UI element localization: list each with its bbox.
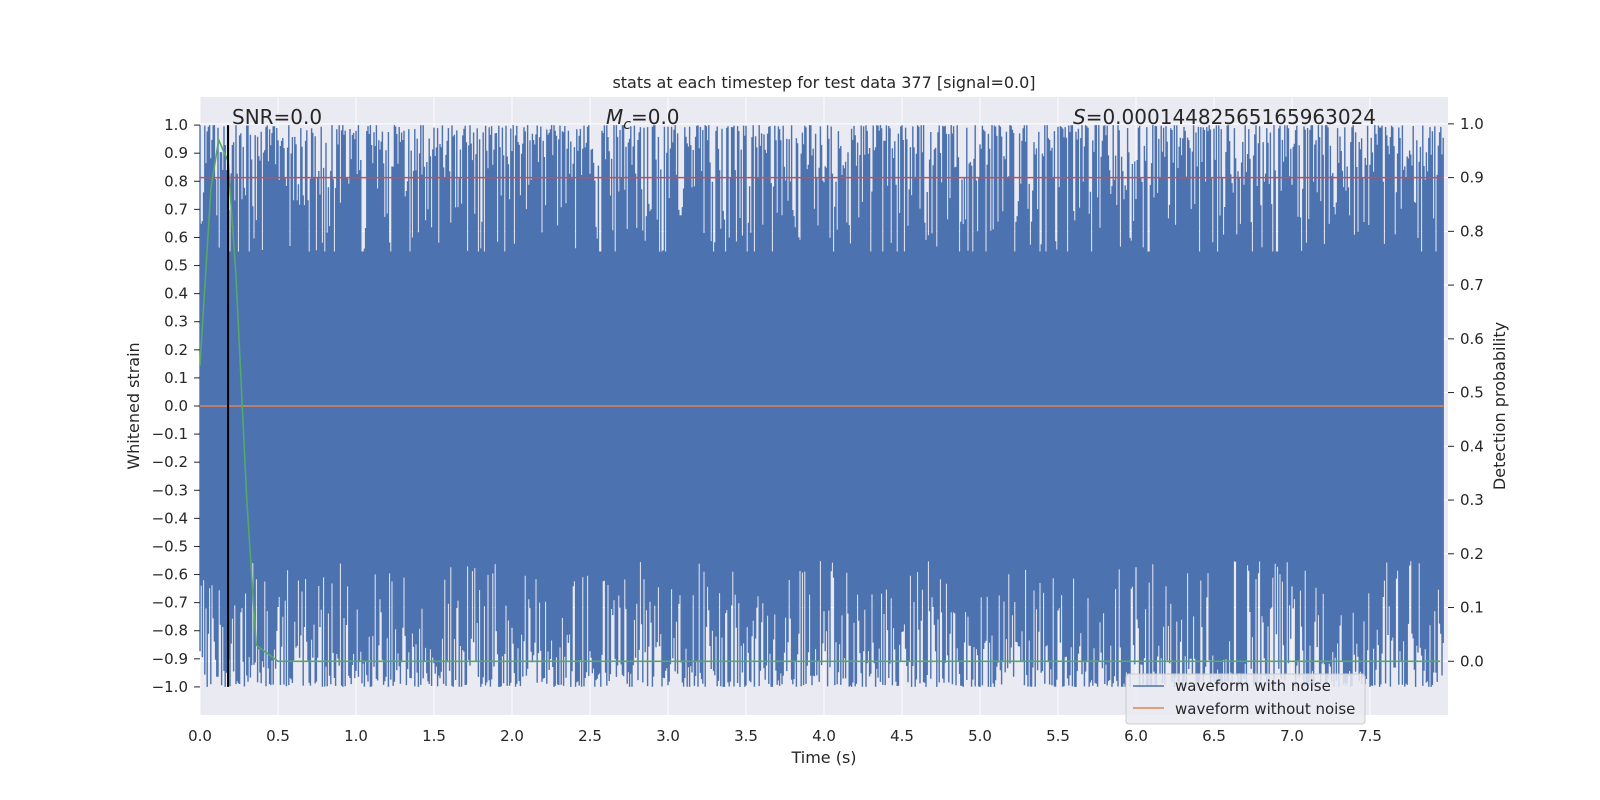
x-tick-label: 6.0 (1124, 727, 1148, 745)
y2-tick-label: 0.4 (1460, 437, 1484, 455)
s-value: =0.00014482565165963024 (1086, 105, 1376, 129)
x-tick-label: 2.5 (578, 727, 602, 745)
y-axis-label: Whitened strain (124, 342, 143, 469)
y2-tick-label: 0.9 (1460, 169, 1484, 187)
y-tick-label: −0.6 (152, 566, 188, 584)
x-tick-label: 1.0 (344, 727, 368, 745)
y2-tick-label: 0.5 (1460, 384, 1484, 402)
s-annotation: S=0.00014482565165963024 (1073, 105, 1376, 129)
mc-value: =0.0 (631, 105, 680, 129)
x-tick-label: 4.0 (812, 727, 836, 745)
y-tick-label: −0.9 (152, 650, 188, 668)
y-tick-label: 0.6 (164, 228, 188, 246)
x-tick-label: 2.0 (500, 727, 524, 745)
detection-probability-line (199, 137, 1441, 663)
y-tick-label: −1.0 (152, 678, 188, 696)
y-tick-label: 0.8 (164, 172, 188, 190)
y-tick-label: −0.8 (152, 622, 188, 640)
y-tick-label: 0.5 (164, 257, 188, 275)
x-tick-label: 6.5 (1202, 727, 1226, 745)
legend: waveform with noise waveform without noi… (1125, 673, 1366, 725)
legend-label-noise: waveform with noise (1175, 677, 1331, 695)
y-tick-label: −0.7 (152, 594, 188, 612)
x-tick-label: 5.5 (1046, 727, 1070, 745)
y-tick-label: 0.7 (164, 200, 188, 218)
snr-annotation: SNR=0.0 (232, 105, 322, 129)
y2-tick-label: 0.3 (1460, 491, 1484, 509)
x-tick-labels: 0.0 0.5 1.0 1.5 2.0 2.5 3.0 3.5 4.0 4.5 5.0 5.5 6.0 6… (188, 727, 1382, 745)
noise-waveform-line (199, 125, 1444, 687)
y-tick-label: 0.2 (164, 341, 188, 359)
y-tick-label: 1.0 (164, 116, 188, 134)
mc-subscript: c (623, 117, 631, 133)
x-tick-label: 3.0 (656, 727, 680, 745)
y-tick-label: 0.3 (164, 313, 188, 331)
y2-tick-label: 0.0 (1460, 652, 1484, 670)
x-tick-label: 0.5 (266, 727, 290, 745)
y2-tick-label: 0.2 (1460, 545, 1484, 563)
data-lines (199, 125, 1444, 687)
y-tick-label: −0.1 (152, 425, 188, 443)
y2-tick-label: 0.1 (1460, 599, 1484, 617)
y2-tick-labels: 1.0 0.9 0.8 0.7 0.6 0.5 0.4 0.3 0.2 0.1 0.0 (1448, 115, 1484, 670)
y2-tick-label: 0.8 (1460, 222, 1484, 240)
y-tick-label: −0.3 (152, 481, 188, 499)
y-tick-label: 0.4 (164, 285, 188, 303)
chart-title: stats at each timestep for test data 377… (612, 73, 1035, 92)
x-tick-label: 1.5 (422, 727, 446, 745)
y-tick-labels: 1.0 0.9 0.8 0.7 0.6 0.5 0.4 0.3 0.2 0.1 0.0 −0.1 −0.… (152, 116, 200, 696)
y-tick-label: −0.4 (152, 509, 188, 527)
s-symbol: S (1073, 105, 1086, 129)
legend-label-clean: waveform without noise (1175, 700, 1355, 718)
x-tick-label: 5.0 (968, 727, 992, 745)
mc-symbol: M (606, 105, 623, 129)
y2-tick-label: 1.0 (1460, 115, 1484, 133)
x-tick-label: 4.5 (890, 727, 914, 745)
x-tick-label: 7.5 (1358, 727, 1382, 745)
y2-axis-label: Detection probability (1490, 322, 1509, 490)
chirp-mass-annotation: Mc=0.0 (606, 105, 680, 133)
x-tick-label: 3.5 (734, 727, 758, 745)
y-tick-label: −0.2 (152, 453, 188, 471)
y-tick-label: 0.9 (164, 144, 188, 162)
y-tick-label: 0.1 (164, 369, 188, 387)
x-tick-label: 7.0 (1280, 727, 1304, 745)
y-tick-label: 0.0 (164, 397, 188, 415)
y2-tick-label: 0.6 (1460, 330, 1484, 348)
legend-box (1125, 673, 1366, 725)
y2-tick-label: 0.7 (1460, 276, 1484, 294)
x-axis-label: Time (s) (790, 748, 856, 767)
x-tick-label: 0.0 (188, 727, 212, 745)
y-tick-label: −0.5 (152, 537, 188, 555)
